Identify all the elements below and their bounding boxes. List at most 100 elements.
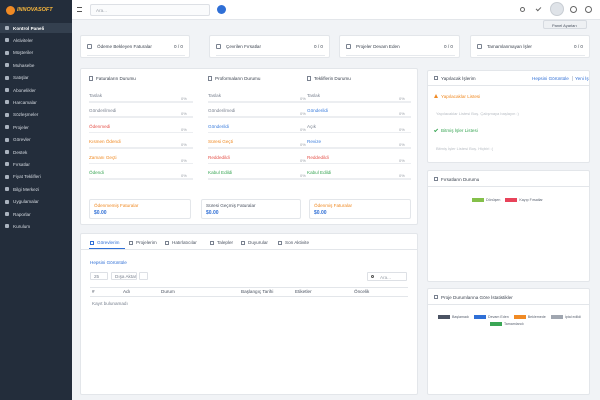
menu-item[interactable]: Sözleşmeler (0, 110, 72, 120)
menu-item[interactable]: Abonelikler (0, 85, 72, 95)
menu-label: Abonelikler (13, 87, 36, 93)
menu-icon (5, 63, 9, 68)
tab-label: Görevlerim (97, 240, 120, 245)
status-bar (208, 131, 312, 134)
menu-icon (5, 174, 9, 179)
search-box[interactable]: Ara... (90, 4, 210, 16)
menu-item[interactable]: Bilgi Merkezi (0, 184, 72, 194)
table-header (90, 287, 408, 297)
panel-icon (434, 295, 438, 299)
sidebar: INNOVASOFT Kontrol Paneli Aktiviteler Müşt… (0, 0, 72, 400)
todo-panel: Yapılacak İşlerim Hepsini Görüntüle Yeni İ… (427, 70, 590, 163)
menu-item[interactable]: Uygulamalar (0, 197, 72, 207)
status-bar (307, 131, 411, 134)
power-icon[interactable] (585, 6, 592, 13)
clock-icon[interactable] (570, 6, 577, 13)
tab-icon (210, 240, 214, 245)
table-search[interactable]: Ara... (367, 272, 407, 281)
add-button[interactable] (217, 5, 226, 14)
menu-item[interactable]: Görevler (0, 135, 72, 145)
stat-card: Ödeme Bekleyen Faturalar 0 / 0 (80, 35, 190, 58)
legend-swatch (438, 315, 450, 319)
menu-label: Kontrol Paneli (13, 25, 45, 31)
status-label: Zamanı Geçti (89, 154, 117, 160)
menu-label: Raporlar (13, 211, 31, 217)
stat-card: Projeler Devam Eden 0 / 0 (339, 35, 460, 58)
total-label: Ödenmiş Faturalar (314, 203, 353, 208)
column-header: Etiketler (295, 289, 312, 294)
share-icon[interactable] (520, 7, 525, 12)
tab-icon (278, 240, 282, 245)
stat-title: Çevrilen Fırsatlar (226, 44, 261, 49)
status-percent: 0% (181, 111, 187, 117)
total-amount: $0.00 (206, 210, 219, 216)
menu-item[interactable]: Raporlar (0, 209, 72, 219)
status-label: Reddedildi (208, 154, 230, 160)
menu-icon (5, 162, 9, 167)
refresh-button[interactable] (139, 272, 148, 280)
avatar[interactable] (550, 2, 564, 16)
todo-view-all[interactable]: Hepsini Görüntüle (532, 76, 569, 81)
menu-item[interactable]: Kurulum (0, 221, 72, 231)
status-percent: 0% (181, 157, 187, 163)
search-placeholder: Ara... (96, 8, 107, 13)
menu-icon (5, 224, 9, 229)
menu-item[interactable]: Muhasebe (0, 60, 72, 70)
status-label: Açık (307, 123, 316, 129)
status-icon (307, 76, 311, 81)
menu-icon (5, 50, 9, 55)
status-bar (208, 116, 312, 118)
menu-toggle[interactable] (77, 7, 82, 12)
menu-item[interactable]: Müşteriler (0, 48, 72, 58)
stat-bar (477, 55, 585, 56)
status-icon (89, 76, 93, 81)
status-label: Kabul Edildi (208, 170, 233, 175)
todo-title: Yapılacak İşlerim (441, 76, 476, 81)
menu-item[interactable]: Projeler (0, 122, 72, 132)
menu-label: Fiyat Teklifleri (13, 174, 41, 180)
menu-label: Sözleşmeler (13, 112, 39, 118)
tab-label: Son Aktivite (285, 240, 310, 245)
status-bar (307, 162, 411, 165)
status-bar (89, 131, 193, 134)
export-button[interactable]: Dışa Aktar (111, 272, 137, 280)
todo-new[interactable]: Yeni İş (575, 76, 589, 81)
tab-label: Talepler (217, 240, 234, 245)
tab-icon (165, 240, 169, 245)
menu-icon (5, 125, 9, 130)
menu-item[interactable]: Aktiviteler (0, 35, 72, 45)
status-title: Proformaların Durumu (215, 76, 261, 81)
panel-divider (428, 186, 589, 187)
stat-icon (477, 44, 482, 49)
menu-item[interactable]: Fırsatlar (0, 159, 72, 169)
menu-item[interactable]: Harcamalar (0, 97, 72, 107)
view-all-link[interactable]: Hepsini Görüntüle (90, 260, 127, 265)
column-header: Durum (161, 289, 175, 294)
check-icon (433, 127, 439, 133)
status-panel: Faturaların Durumu Taslak 0% Gönderilmedi 0%… (80, 68, 418, 225)
project-stats-panel: Proje Durumlarına Göre İstatistikler Başl… (427, 288, 590, 395)
panel-settings-button[interactable]: Panel Ayarları (543, 20, 587, 29)
stat-icon (346, 44, 351, 49)
legend-swatch (490, 322, 502, 326)
logo-mark (6, 6, 15, 15)
menu-item[interactable]: Fiyat Teklifleri (0, 172, 72, 182)
stat-icon (87, 44, 92, 49)
page-size-select[interactable]: 25 (90, 272, 108, 280)
status-bar (89, 162, 193, 165)
menu-item[interactable]: Satışlar (0, 73, 72, 83)
menu-item[interactable]: Kontrol Paneli (0, 23, 72, 33)
tab-icon (241, 240, 245, 245)
menu-icon (5, 137, 9, 142)
total-box: Ödenmemiş Faturalar $0.00 (89, 199, 191, 219)
menu-label: Kurulum (13, 223, 31, 229)
status-percent: 0% (181, 142, 187, 148)
panel-title: Proje Durumlarına Göre İstatistikler (441, 295, 513, 300)
legend-swatch (513, 315, 526, 319)
status-percent: 0% (300, 111, 306, 117)
legend-label: Kayıp Fırsatlar (519, 197, 543, 202)
legend-label: Başlamadı (452, 314, 469, 319)
check-icon[interactable] (535, 5, 542, 12)
legend-label: İptal edildi (564, 314, 581, 319)
menu-item[interactable]: Destek (0, 147, 72, 157)
